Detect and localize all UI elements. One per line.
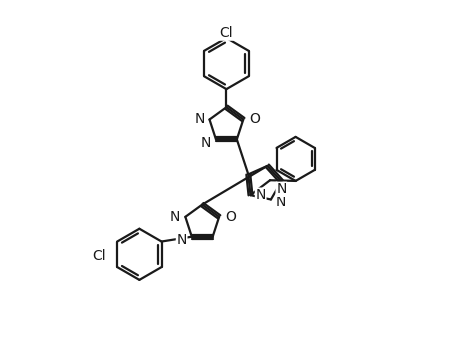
Text: O: O [249, 112, 260, 126]
Text: N: N [276, 182, 287, 196]
Text: N: N [276, 195, 286, 209]
Text: O: O [225, 209, 236, 224]
Text: N: N [170, 209, 180, 224]
Text: Cl: Cl [92, 249, 106, 263]
Text: N: N [194, 112, 205, 126]
Text: N: N [177, 233, 187, 247]
Text: N: N [201, 136, 211, 150]
Text: N: N [255, 188, 266, 202]
Text: Cl: Cl [219, 26, 233, 40]
